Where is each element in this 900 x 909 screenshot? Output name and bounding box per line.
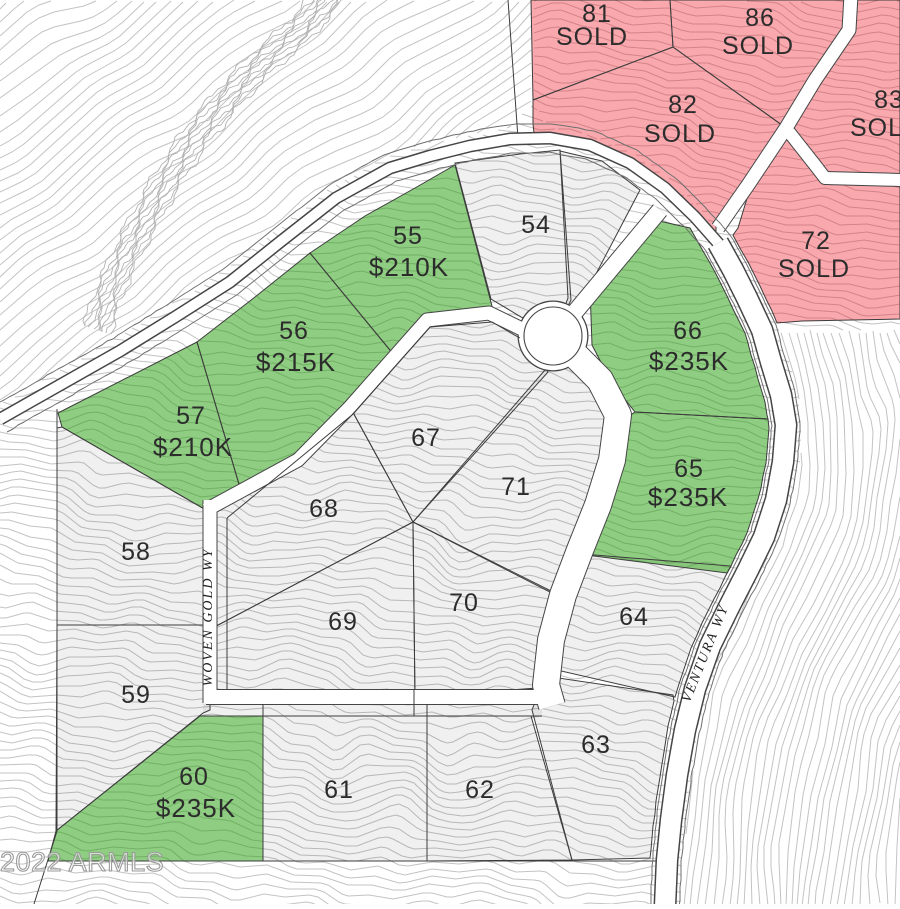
svg-text:86: 86: [745, 4, 775, 32]
svg-text:59: 59: [121, 681, 151, 709]
svg-text:SOLD: SOLD: [556, 23, 628, 51]
svg-text:61: 61: [324, 776, 354, 804]
svg-text:2022 ARMLS: 2022 ARMLS: [0, 847, 164, 877]
svg-text:65: 65: [674, 455, 704, 483]
svg-text:66: 66: [673, 317, 703, 345]
svg-text:$210K: $210K: [369, 252, 449, 282]
svg-text:81: 81: [582, 0, 612, 28]
svg-text:57: 57: [176, 402, 206, 430]
svg-text:71: 71: [501, 473, 531, 501]
svg-text:$235K: $235K: [648, 482, 728, 512]
svg-text:70: 70: [449, 589, 479, 617]
svg-text:60: 60: [179, 763, 209, 791]
svg-text:83: 83: [874, 86, 900, 114]
svg-text:64: 64: [619, 603, 649, 631]
svg-text:72: 72: [801, 227, 831, 255]
svg-text:$235K: $235K: [649, 346, 729, 376]
svg-text:SOLD: SOLD: [644, 120, 716, 148]
svg-text:54: 54: [521, 211, 551, 239]
svg-text:56: 56: [279, 317, 309, 345]
svg-text:63: 63: [581, 731, 611, 759]
svg-text:SOLD: SOLD: [850, 114, 900, 142]
svg-text:WOVEN GOLD WY: WOVEN GOLD WY: [201, 547, 216, 686]
svg-text:58: 58: [121, 538, 151, 566]
svg-text:55: 55: [393, 222, 423, 250]
svg-text:69: 69: [328, 608, 358, 636]
svg-text:$235K: $235K: [156, 793, 236, 823]
svg-text:SOLD: SOLD: [778, 255, 850, 283]
svg-text:$215K: $215K: [256, 347, 336, 377]
svg-text:67: 67: [411, 424, 441, 452]
svg-text:$210K: $210K: [153, 432, 233, 462]
svg-text:68: 68: [309, 495, 339, 523]
svg-text:SOLD: SOLD: [722, 32, 794, 60]
svg-text:62: 62: [465, 776, 495, 804]
svg-text:82: 82: [668, 91, 698, 119]
